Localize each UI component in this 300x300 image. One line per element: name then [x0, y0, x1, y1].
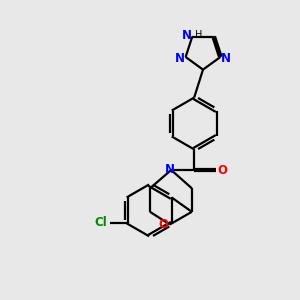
Text: N: N — [165, 163, 175, 176]
Text: H: H — [195, 30, 202, 40]
Text: Cl: Cl — [94, 216, 107, 229]
Text: O: O — [158, 218, 168, 231]
Text: N: N — [182, 28, 192, 42]
Text: N: N — [221, 52, 231, 65]
Text: O: O — [218, 164, 228, 176]
Text: N: N — [175, 52, 185, 65]
